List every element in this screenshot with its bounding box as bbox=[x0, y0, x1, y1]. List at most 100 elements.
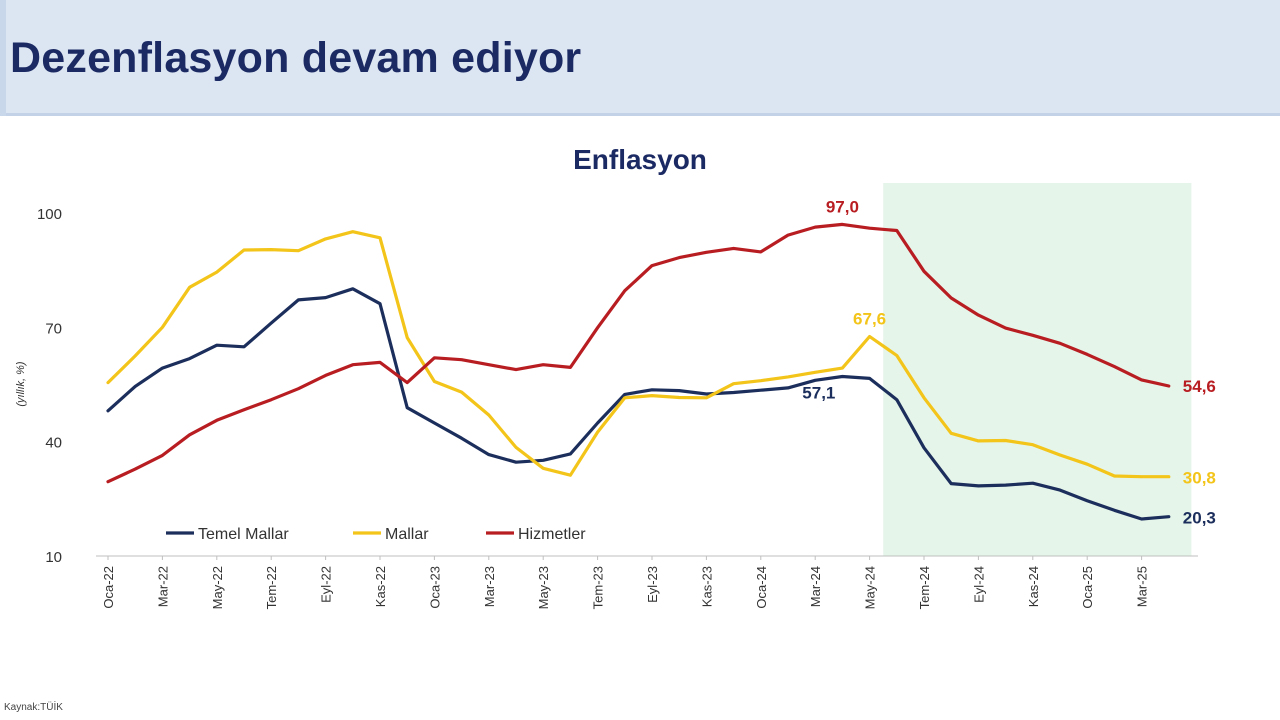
data-point-mallar bbox=[705, 396, 708, 400]
data-point-temel-mallar bbox=[134, 385, 137, 388]
data-point-temel-mallar bbox=[1086, 499, 1089, 502]
x-tick-label: Kas-23 bbox=[699, 566, 714, 607]
data-point-hizmetler bbox=[786, 233, 790, 237]
legend-label: Mallar bbox=[385, 526, 429, 543]
data-point-temel-mallar bbox=[324, 296, 327, 299]
data-point-mallar bbox=[1086, 462, 1089, 466]
data-label: 30,8 bbox=[1183, 469, 1216, 488]
data-point-mallar bbox=[1031, 443, 1035, 446]
x-tick-label: Oca-25 bbox=[1080, 566, 1095, 609]
data-point-hizmetler bbox=[868, 227, 871, 230]
data-point-temel-mallar bbox=[378, 302, 382, 305]
x-tick-label: Oca-24 bbox=[754, 566, 769, 609]
data-point-temel-mallar bbox=[406, 406, 409, 409]
y-tick-label: 10 bbox=[45, 549, 62, 566]
data-point-temel-mallar bbox=[297, 298, 300, 302]
data-point-temel-mallar bbox=[542, 459, 545, 462]
y-tick-label: 70 bbox=[45, 320, 62, 337]
data-point-temel-mallar bbox=[460, 437, 463, 440]
x-tick-label: Kas-24 bbox=[1026, 566, 1041, 607]
x-tick-label: Tem-23 bbox=[591, 566, 606, 609]
data-point-hizmetler bbox=[1031, 334, 1035, 337]
data-point-temel-mallar bbox=[215, 344, 218, 347]
data-point-temel-mallar bbox=[1031, 482, 1035, 485]
data-point-hizmetler bbox=[1058, 342, 1062, 345]
data-point-mallar bbox=[215, 270, 218, 274]
data-point-hizmetler bbox=[487, 363, 490, 366]
data-point-temel-mallar bbox=[569, 452, 572, 456]
data-point-hizmetler bbox=[433, 356, 436, 360]
x-tick-label: Eyl-23 bbox=[645, 566, 660, 603]
data-point-mallar bbox=[650, 394, 654, 397]
data-point-hizmetler bbox=[814, 225, 817, 229]
data-point-mallar bbox=[841, 366, 844, 370]
data-point-temel-mallar bbox=[1113, 509, 1116, 512]
chart-title: Enflasyon bbox=[573, 144, 707, 175]
data-point-mallar bbox=[1113, 474, 1116, 478]
data-label: 57,1 bbox=[802, 383, 835, 402]
data-point-temel-mallar bbox=[705, 392, 708, 396]
data-point-mallar bbox=[678, 396, 681, 399]
data-point-hizmetler bbox=[650, 264, 654, 267]
data-point-hizmetler bbox=[705, 251, 708, 254]
data-point-mallar bbox=[514, 446, 518, 449]
data-point-mallar bbox=[542, 467, 545, 470]
banner-accent bbox=[0, 0, 6, 116]
data-point-mallar bbox=[569, 474, 572, 477]
data-point-mallar bbox=[623, 396, 626, 400]
data-point-hizmetler bbox=[732, 247, 735, 250]
x-tick-label: May-23 bbox=[536, 566, 551, 609]
data-point-hizmetler bbox=[542, 363, 545, 366]
data-point-temel-mallar bbox=[1167, 515, 1171, 518]
y-tick-label: 100 bbox=[37, 206, 62, 223]
data-point-mallar bbox=[106, 381, 110, 384]
x-tick-label: Oca-23 bbox=[427, 566, 442, 609]
data-point-hizmetler bbox=[188, 433, 191, 437]
data-point-temel-mallar bbox=[678, 389, 681, 392]
data-point-hizmetler bbox=[1113, 365, 1116, 368]
data-point-temel-mallar bbox=[759, 389, 762, 392]
data-point-temel-mallar bbox=[922, 446, 926, 449]
data-point-mallar bbox=[433, 380, 436, 383]
data-point-temel-mallar bbox=[433, 421, 436, 425]
page-title: Dezenflasyon devam ediyor bbox=[10, 34, 582, 82]
data-point-mallar bbox=[814, 371, 817, 374]
data-point-hizmetler bbox=[215, 419, 218, 422]
data-point-temel-mallar bbox=[977, 484, 980, 488]
data-point-temel-mallar bbox=[650, 388, 654, 392]
data-point-temel-mallar bbox=[351, 287, 354, 291]
data-point-temel-mallar bbox=[1058, 488, 1062, 492]
x-tick-label: Mar-23 bbox=[482, 566, 497, 607]
data-point-temel-mallar bbox=[188, 357, 191, 360]
data-point-hizmetler bbox=[460, 358, 463, 361]
series-line-temel-mallar bbox=[106, 287, 1171, 521]
data-point-mallar bbox=[759, 379, 762, 382]
data-point-hizmetler bbox=[324, 374, 327, 377]
data-point-mallar bbox=[950, 432, 953, 435]
data-point-temel-mallar bbox=[270, 321, 273, 325]
data-point-hizmetler bbox=[895, 229, 898, 232]
data-point-hizmetler bbox=[378, 361, 382, 364]
data-label: 20,3 bbox=[1183, 509, 1216, 528]
x-tick-label: Kas-22 bbox=[373, 566, 388, 607]
data-point-temel-mallar bbox=[106, 409, 110, 412]
data-point-hizmetler bbox=[841, 223, 844, 226]
data-point-mallar bbox=[351, 230, 354, 233]
data-point-mallar bbox=[487, 413, 490, 417]
data-point-mallar bbox=[378, 236, 382, 239]
data-point-mallar bbox=[134, 354, 137, 358]
data-point-temel-mallar bbox=[868, 377, 871, 380]
y-tick-label: 40 bbox=[45, 435, 62, 452]
data-point-hizmetler bbox=[678, 256, 681, 259]
y-axis-label: (yıllık, %) bbox=[15, 361, 27, 407]
x-tick-label: May-24 bbox=[863, 566, 878, 609]
data-point-temel-mallar bbox=[596, 421, 599, 425]
data-point-mallar bbox=[977, 439, 980, 443]
data-point-temel-mallar bbox=[841, 375, 844, 378]
x-tick-label: Tem-22 bbox=[264, 566, 279, 609]
data-point-mallar bbox=[786, 375, 790, 379]
data-point-hizmetler bbox=[514, 368, 518, 371]
data-point-temel-mallar bbox=[161, 366, 164, 370]
data-point-mallar bbox=[161, 326, 164, 329]
